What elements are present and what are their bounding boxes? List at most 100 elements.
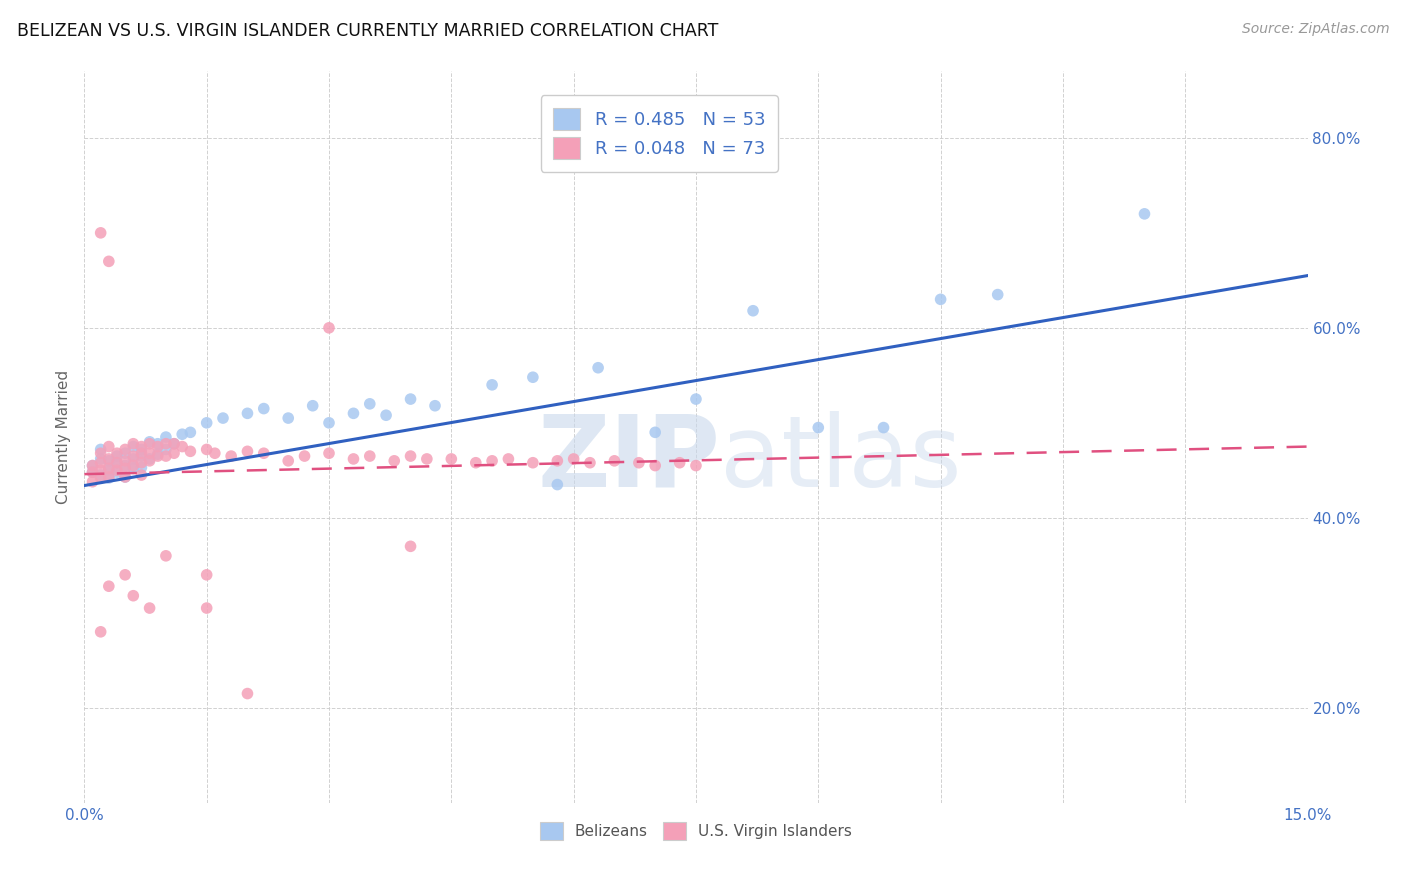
Point <box>114 461 136 475</box>
Point <box>97 471 120 485</box>
Point <box>807 420 830 434</box>
Point <box>105 465 128 479</box>
Text: Source: ZipAtlas.com: Source: ZipAtlas.com <box>1241 22 1389 37</box>
Point <box>318 416 340 430</box>
Point <box>131 440 153 454</box>
Point <box>114 470 136 484</box>
Point <box>90 451 112 466</box>
Point <box>301 399 323 413</box>
Point <box>105 463 128 477</box>
Point <box>97 463 120 477</box>
Point <box>155 549 177 563</box>
Point <box>522 370 544 384</box>
Point <box>97 579 120 593</box>
Point <box>342 406 364 420</box>
Point <box>155 442 177 457</box>
Point <box>685 392 707 406</box>
Point <box>131 442 153 457</box>
Point <box>105 446 128 460</box>
Point <box>138 451 160 466</box>
Point <box>359 449 381 463</box>
Point <box>399 539 422 553</box>
Point <box>90 446 112 460</box>
Y-axis label: Currently Married: Currently Married <box>56 370 72 504</box>
Point <box>277 454 299 468</box>
Point <box>546 477 568 491</box>
Point <box>122 461 145 475</box>
Point <box>163 446 186 460</box>
Point <box>114 454 136 468</box>
Point <box>90 456 112 470</box>
Point <box>82 465 104 479</box>
Point <box>82 458 104 473</box>
Point <box>1133 207 1156 221</box>
Point <box>253 446 276 460</box>
Point <box>464 456 486 470</box>
Point <box>219 449 242 463</box>
Point <box>399 392 422 406</box>
Point <box>179 444 201 458</box>
Point <box>586 360 609 375</box>
Point <box>236 406 259 420</box>
Point <box>122 589 145 603</box>
Point <box>579 456 602 470</box>
Point <box>742 303 765 318</box>
Point <box>97 440 120 454</box>
Point <box>179 425 201 440</box>
Point <box>236 687 259 701</box>
Point <box>97 461 120 475</box>
Point <box>481 454 503 468</box>
Point <box>97 470 120 484</box>
Point <box>155 449 177 463</box>
Point <box>163 436 186 450</box>
Point <box>90 442 112 457</box>
Point <box>97 254 120 268</box>
Point <box>138 446 160 460</box>
Point <box>546 454 568 468</box>
Point <box>138 601 160 615</box>
Point <box>114 446 136 460</box>
Point <box>122 449 145 463</box>
Point <box>155 430 177 444</box>
Point <box>603 454 626 468</box>
Point <box>375 409 398 423</box>
Text: ZIP: ZIP <box>537 410 720 508</box>
Point <box>146 447 169 461</box>
Point <box>163 436 186 450</box>
Point <box>236 444 259 458</box>
Point <box>131 456 153 470</box>
Point <box>131 460 153 475</box>
Point <box>131 449 153 463</box>
Text: atlas: atlas <box>720 410 962 508</box>
Point <box>423 399 446 413</box>
Point <box>97 451 120 466</box>
Point <box>342 451 364 466</box>
Point <box>122 458 145 473</box>
Point <box>627 456 650 470</box>
Point <box>204 446 226 460</box>
Point <box>155 436 177 450</box>
Point <box>399 449 422 463</box>
Point <box>146 436 169 450</box>
Point <box>253 401 276 416</box>
Point <box>105 456 128 470</box>
Point <box>668 456 690 470</box>
Point <box>90 471 112 485</box>
Point <box>929 293 952 307</box>
Point <box>105 456 128 470</box>
Point <box>114 442 136 457</box>
Point <box>522 456 544 470</box>
Point <box>872 420 894 434</box>
Point <box>195 442 218 457</box>
Point <box>644 458 666 473</box>
Point <box>82 465 104 479</box>
Point <box>195 567 218 582</box>
Point <box>82 458 104 473</box>
Point <box>146 440 169 454</box>
Point <box>114 458 136 473</box>
Point <box>987 287 1010 301</box>
Text: BELIZEAN VS U.S. VIRGIN ISLANDER CURRENTLY MARRIED CORRELATION CHART: BELIZEAN VS U.S. VIRGIN ISLANDER CURRENT… <box>17 22 718 40</box>
Point <box>172 440 194 454</box>
Point <box>97 454 120 468</box>
Point <box>359 397 381 411</box>
